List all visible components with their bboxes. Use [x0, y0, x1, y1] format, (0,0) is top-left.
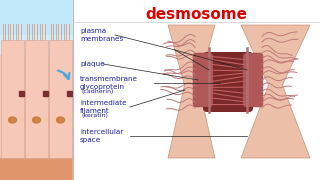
Bar — [0, 35, 73, 55]
Bar — [67, 91, 72, 96]
Text: intermediate
filament: intermediate filament — [80, 100, 127, 114]
Bar — [0, 158, 73, 180]
Text: (keratin): (keratin) — [82, 112, 109, 118]
Bar — [43, 91, 48, 96]
PathPatch shape — [168, 25, 215, 158]
FancyBboxPatch shape — [243, 53, 263, 107]
Ellipse shape — [57, 117, 65, 123]
PathPatch shape — [241, 25, 310, 158]
Bar — [25, 40, 48, 158]
Bar — [0, 55, 73, 158]
Bar — [1, 40, 24, 158]
Bar — [0, 0, 73, 35]
Text: transmembrane
glycoprotein: transmembrane glycoprotein — [80, 76, 138, 90]
FancyBboxPatch shape — [203, 52, 253, 112]
Text: intercellular
space: intercellular space — [80, 129, 123, 143]
Bar — [19, 91, 24, 96]
Bar — [49, 40, 72, 158]
Text: desmosome: desmosome — [145, 7, 247, 22]
Text: (cadherin): (cadherin) — [82, 89, 114, 93]
Ellipse shape — [33, 117, 41, 123]
Text: plaque: plaque — [80, 61, 105, 67]
Text: plasma
membranes: plasma membranes — [80, 28, 123, 42]
FancyBboxPatch shape — [193, 53, 213, 107]
Bar — [73, 0, 320, 180]
Ellipse shape — [9, 117, 17, 123]
